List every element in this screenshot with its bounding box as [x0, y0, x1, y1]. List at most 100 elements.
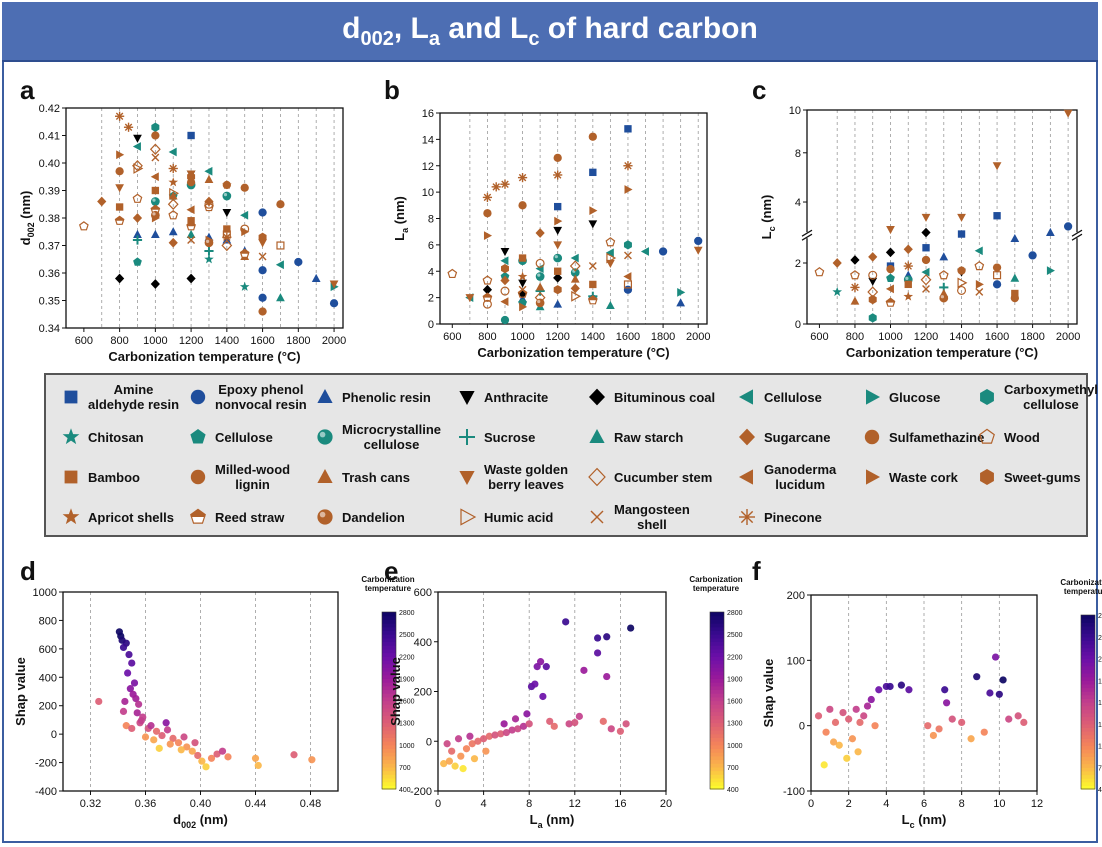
data-point [1028, 251, 1037, 260]
legend-marker [190, 429, 206, 444]
colorbar-segment [1081, 770, 1095, 776]
colorbar-segment [1081, 644, 1095, 649]
data-point [850, 282, 860, 293]
colorbar-segment [382, 652, 396, 657]
data-point [886, 273, 895, 282]
colorbar-segment [382, 774, 396, 779]
data-point [500, 248, 510, 257]
x-tick-label: 1800 [286, 335, 310, 347]
x-axis-label: La (nm) [530, 812, 575, 830]
data-point [133, 163, 144, 174]
y-tick-label: 0.35 [39, 296, 60, 308]
points-layer [79, 111, 339, 316]
data-point [562, 618, 570, 626]
y-tick-label: 0.36 [39, 268, 60, 280]
data-point [276, 293, 285, 302]
data-point [623, 240, 632, 250]
colorbar-segment [710, 763, 724, 768]
colorbar-segment [1081, 763, 1095, 768]
data-point [570, 274, 580, 283]
triangle-up-icon [589, 429, 605, 443]
y-tick-label: 10 [422, 187, 434, 199]
data-point [166, 740, 174, 748]
triangle-right-icon [866, 469, 880, 485]
data-point [607, 725, 615, 733]
colorbar-segment [1081, 658, 1095, 663]
data-point [451, 762, 459, 770]
colorbar-tick-label: 1600 [1098, 700, 1102, 707]
data-point [904, 280, 912, 289]
data-point [885, 297, 896, 307]
data-point [204, 199, 214, 209]
panel-label-a: a [20, 75, 35, 105]
cross-icon [590, 510, 604, 524]
legend-item: Apricot shells [60, 497, 174, 537]
data-point [258, 208, 267, 217]
y-axis-label: Shap value [13, 657, 28, 726]
legend-marker [190, 469, 206, 485]
colorbar-segment [1081, 781, 1095, 786]
data-point [553, 273, 563, 283]
legend-label: Sulfamethazine [889, 430, 984, 445]
data-point [535, 264, 544, 273]
data-point [519, 722, 528, 730]
data-point [155, 744, 163, 752]
y-tick-label: 0 [51, 729, 57, 741]
legend-label-line: cellulose [363, 437, 420, 452]
x-axis-label: d002 (nm) [173, 812, 228, 830]
colorbar-segment [382, 744, 396, 750]
data-point [443, 740, 451, 748]
data-point [183, 743, 191, 751]
data-point [115, 273, 125, 284]
colorbar-segment [710, 718, 724, 724]
x-tick-label: 1800 [651, 331, 675, 343]
x-tick-label: 2000 [1056, 331, 1080, 343]
legend-label: Waste cork [889, 470, 958, 485]
data-point [835, 741, 843, 749]
colorbar-tick-label: 1300 [399, 721, 415, 728]
colorbar-segment [1081, 647, 1095, 652]
legend-label: Trash cans [342, 470, 410, 485]
data-point [535, 258, 545, 268]
legend-label-line: lignin [235, 477, 270, 492]
colorbar-segment [1081, 756, 1095, 761]
colorbar-segment [710, 711, 724, 716]
data-point [605, 237, 616, 247]
y-tick-label: 200 [787, 590, 805, 602]
y-tick-label: 14 [422, 134, 434, 146]
y-tick-label: 0.42 [39, 103, 60, 115]
data-point [508, 726, 516, 734]
colorbar-tick-label: 700 [727, 765, 739, 772]
data-point [588, 220, 598, 229]
data-point [187, 217, 195, 225]
data-point [168, 147, 177, 157]
legend-label-line: Pinecone [764, 509, 822, 525]
data-point [465, 294, 475, 303]
data-point [149, 143, 161, 155]
colorbar-tick-label: 2800 [727, 610, 743, 617]
legend-label-line: Humic acid [484, 509, 554, 525]
colorbar-segment [710, 770, 724, 775]
y-axis-label: Shap value [388, 657, 403, 726]
data-point [554, 216, 563, 226]
legend-label: Mangosteen shell [614, 502, 690, 532]
data-point [218, 747, 227, 755]
legend-label: Raw starch [614, 430, 683, 445]
colorbar-segment [1081, 676, 1095, 681]
data-point [497, 730, 505, 738]
filled-square-icon [64, 390, 78, 404]
data-point [485, 732, 493, 740]
colorbar-segment [710, 656, 724, 661]
colorbar-segment [382, 741, 396, 746]
data-point [518, 201, 527, 210]
data-point [482, 192, 493, 202]
data-point [938, 270, 949, 280]
legend-marker [866, 389, 880, 405]
colorbar-tick-label: 1900 [399, 676, 415, 683]
colorbar-segment [382, 711, 396, 716]
data-point [168, 210, 179, 220]
data-point [571, 290, 582, 302]
legend-label-line: Phenolic resin [342, 389, 431, 405]
data-point [1005, 715, 1013, 723]
legend-item: Milled-wood lignin [187, 457, 290, 497]
